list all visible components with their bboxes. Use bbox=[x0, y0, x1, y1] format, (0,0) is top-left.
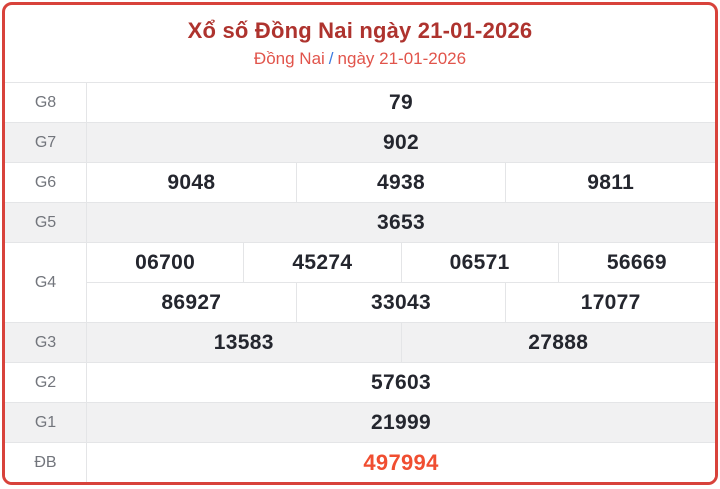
prize-row-g2: G2 57603 bbox=[5, 362, 715, 402]
prize-number: 79 bbox=[389, 90, 413, 114]
prize-number: 9048 bbox=[167, 170, 216, 194]
prize-row-db: ĐB 497994 bbox=[5, 442, 715, 482]
page-title: Xổ số Đồng Nai ngày 21-01-2026 bbox=[187, 18, 533, 43]
prize-row-g8: G8 79 bbox=[5, 82, 715, 122]
prize-label: ĐB bbox=[5, 443, 87, 482]
prize-row-g5: G5 3653 bbox=[5, 202, 715, 242]
prize-row-g3: G3 13583 27888 bbox=[5, 322, 715, 362]
breadcrumb-separator: / bbox=[328, 49, 334, 68]
prize-number: 4938 bbox=[295, 163, 506, 202]
prize-number: 45274 bbox=[243, 243, 400, 282]
prize-number: 902 bbox=[383, 130, 419, 154]
breadcrumb-province-link[interactable]: Đồng Nai bbox=[253, 49, 325, 68]
prize-number: 21999 bbox=[371, 410, 431, 434]
prize-row-g1: G1 21999 bbox=[5, 402, 715, 442]
prize-row-g4: G4 06700 45274 06571 56669 86927 33043 1… bbox=[5, 242, 715, 322]
prize-number: 3653 bbox=[377, 210, 425, 234]
prize-row-g6: G6 9048 4938 9811 bbox=[5, 162, 715, 202]
prize-label: G1 bbox=[5, 403, 87, 442]
prize-label: G3 bbox=[5, 323, 87, 362]
results-table: G8 79 G7 902 G6 9048 4938 9811 G5 3653 bbox=[5, 82, 715, 482]
prize-subrow: 06700 45274 06571 56669 bbox=[87, 243, 715, 282]
prize-label: G8 bbox=[5, 83, 87, 122]
prize-label: G4 bbox=[5, 243, 87, 322]
result-header: Xổ số Đồng Nai ngày 21-01-2026 Đồng Nai /… bbox=[5, 5, 715, 82]
breadcrumb-date-link[interactable]: ngày 21-01-2026 bbox=[337, 49, 467, 68]
jackpot-number: 497994 bbox=[363, 449, 439, 475]
prize-row-g7: G7 902 bbox=[5, 122, 715, 162]
prize-label: G7 bbox=[5, 123, 87, 162]
prize-label: G6 bbox=[5, 163, 87, 202]
prize-number: 9811 bbox=[505, 163, 715, 202]
prize-subrow: 86927 33043 17077 bbox=[87, 282, 715, 322]
prize-number: 17077 bbox=[505, 283, 715, 322]
prize-number: 06700 bbox=[135, 250, 196, 274]
prize-number: 33043 bbox=[295, 283, 506, 322]
prize-number: 57603 bbox=[371, 370, 431, 394]
prize-label: G2 bbox=[5, 363, 87, 402]
prize-number: 06571 bbox=[400, 243, 558, 282]
prize-number: 13583 bbox=[213, 330, 274, 354]
prize-number: 27888 bbox=[400, 323, 716, 362]
prize-number: 56669 bbox=[557, 243, 715, 282]
breadcrumb: Đồng Nai / ngày 21-01-2026 bbox=[254, 49, 466, 69]
prize-number: 86927 bbox=[161, 290, 222, 314]
prize-label: G5 bbox=[5, 203, 87, 242]
